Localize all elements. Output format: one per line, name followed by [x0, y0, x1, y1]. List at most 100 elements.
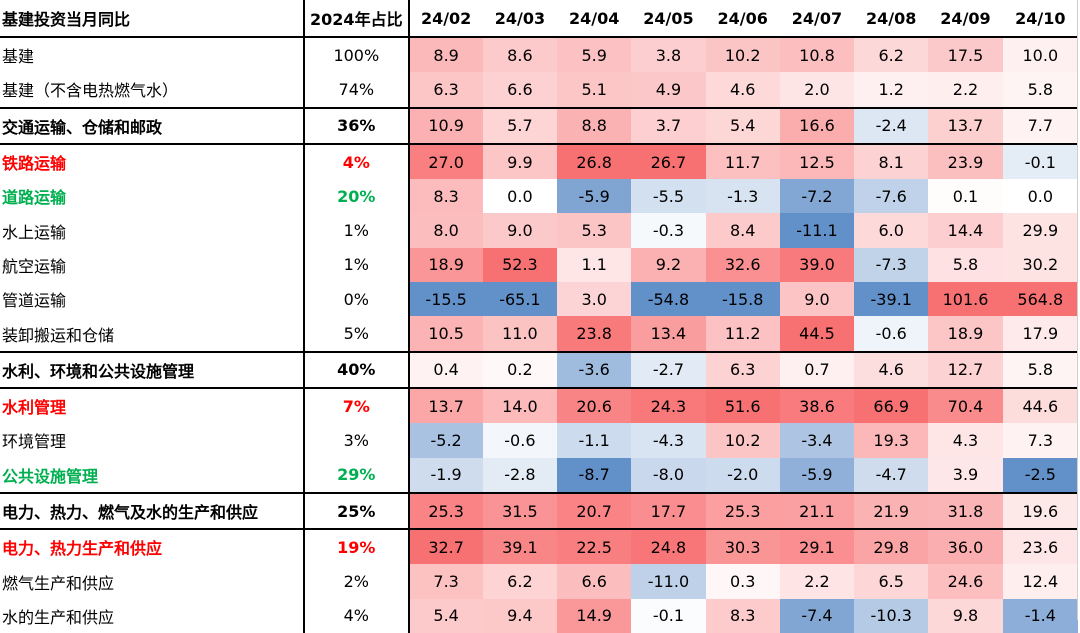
value-cell: 3.9: [928, 457, 1003, 494]
value-cell: -7.4: [779, 598, 855, 633]
share-cell: 4%: [304, 598, 410, 633]
table-row: 电力、热力生产和供应 19% 32.7 39.1 22.5 24.8 30.3 29.1 29.…: [0, 529, 1078, 565]
value-cell: -8.7: [557, 457, 632, 494]
value-cell: 19.3: [854, 423, 929, 458]
value-cell: 19.6: [1002, 492, 1078, 531]
value-cell: 8.6: [482, 37, 558, 73]
value-cell: 4.9: [631, 72, 706, 109]
value-cell: 9.9: [482, 143, 558, 180]
row-name-cell: 电力、热力、燃气及水的生产和供应: [0, 492, 306, 531]
value-cell: 4.6: [854, 351, 929, 389]
value-cell: 10.5: [408, 316, 483, 353]
value-cell: -3.6: [557, 351, 632, 389]
value-cell: 6.6: [557, 564, 632, 599]
value-cell: 10.2: [705, 37, 780, 73]
value-cell: -1.1: [557, 423, 632, 458]
value-cell: 10.0: [1002, 37, 1078, 73]
share-cell: 3%: [304, 423, 410, 458]
value-cell: -4.3: [631, 423, 706, 458]
value-cell: 12.5: [779, 143, 855, 180]
table-row: 电力、热力、燃气及水的生产和供应 25% 25.3 31.5 20.7 17.7 25.3 2…: [0, 492, 1078, 531]
share-cell: 1%: [304, 213, 410, 248]
value-cell: 38.6: [779, 387, 855, 424]
value-cell: 6.6: [482, 72, 558, 109]
value-cell: -2.5: [1002, 457, 1078, 494]
value-cell: -5.9: [557, 179, 632, 214]
value-cell: 2.0: [779, 72, 855, 109]
month-header: 24/09: [928, 0, 1003, 38]
value-cell: 9.0: [482, 213, 558, 248]
value-cell: 51.6: [705, 387, 780, 424]
value-cell: -15.5: [408, 282, 483, 317]
value-cell: -0.6: [482, 423, 558, 458]
value-cell: 0.0: [1002, 179, 1078, 214]
value-cell: 7.3: [408, 564, 483, 599]
value-cell: -1.9: [408, 457, 483, 494]
value-cell: -65.1: [482, 282, 558, 317]
value-cell: 25.3: [705, 492, 780, 531]
value-cell: 26.7: [631, 143, 706, 180]
row-name-cell: 基建（不含电热燃气水）: [0, 72, 306, 109]
value-cell: 23.8: [557, 316, 632, 353]
value-cell: -5.2: [408, 423, 483, 458]
table-row: 公共设施管理 29% -1.9 -2.8 -8.7 -8.0 -2.0 -5.9 -4.7 3.9…: [0, 457, 1078, 494]
value-cell: 44.5: [779, 316, 855, 353]
value-cell: -3.4: [779, 423, 855, 458]
value-cell: -11.1: [779, 213, 855, 248]
value-cell: 1.1: [557, 247, 632, 283]
value-cell: 66.9: [854, 387, 929, 424]
value-cell: 23.9: [928, 143, 1003, 180]
row-name-cell: 公共设施管理: [0, 457, 306, 494]
value-cell: 9.2: [631, 247, 706, 283]
table-row: 水利管理 7% 13.7 14.0 20.6 24.3 51.6 38.6 66.9 70.4 44…: [0, 387, 1078, 424]
value-cell: 2.2: [779, 564, 855, 599]
value-cell: -0.3: [631, 213, 706, 248]
value-cell: 9.8: [928, 598, 1003, 633]
month-header: 24/08: [854, 0, 929, 38]
value-cell: 30.3: [705, 529, 780, 565]
month-header: 24/10: [1002, 0, 1078, 38]
value-cell: 23.6: [1002, 529, 1078, 565]
value-cell: 101.6: [928, 282, 1003, 317]
value-cell: 24.6: [928, 564, 1003, 599]
value-cell: 6.2: [482, 564, 558, 599]
value-cell: 6.3: [408, 72, 483, 109]
table-title: 基建投资当月同比: [0, 0, 306, 38]
value-cell: 11.7: [705, 143, 780, 180]
value-cell: 16.6: [779, 107, 855, 145]
table-row: 交通运输、仓储和邮政 36% 10.9 5.7 8.8 3.7 5.4 16.6 -2.4 13.…: [0, 107, 1078, 145]
value-cell: 3.0: [557, 282, 632, 317]
row-name-cell: 交通运输、仓储和邮政: [0, 107, 306, 145]
share-cell: 0%: [304, 282, 410, 317]
value-cell: 0.2: [482, 351, 558, 389]
value-cell: -10.3: [854, 598, 929, 633]
value-cell: 18.9: [928, 316, 1003, 353]
value-cell: 32.6: [705, 247, 780, 283]
value-cell: 31.5: [482, 492, 558, 531]
value-cell: 20.6: [557, 387, 632, 424]
row-name-cell: 道路运输: [0, 179, 306, 214]
value-cell: 17.5: [928, 37, 1003, 73]
row-name-cell: 管道运输: [0, 282, 306, 317]
row-name-cell: 水上运输: [0, 213, 306, 248]
table-row: 水的生产和供应 4% 5.4 9.4 14.9 -0.1 8.3 -7.4 -10.3 9.8 -1…: [0, 598, 1078, 633]
value-cell: 24.3: [631, 387, 706, 424]
value-cell: 29.8: [854, 529, 929, 565]
value-cell: 29.9: [1002, 213, 1078, 248]
row-name-cell: 水的生产和供应: [0, 598, 306, 633]
value-cell: 3.8: [631, 37, 706, 73]
value-cell: 17.9: [1002, 316, 1078, 353]
value-cell: 20.7: [557, 492, 632, 531]
value-cell: 12.4: [1002, 564, 1078, 599]
value-cell: 6.2: [854, 37, 929, 73]
share-cell: 2%: [304, 564, 410, 599]
value-cell: 5.8: [928, 247, 1003, 283]
value-cell: -2.0: [705, 457, 780, 494]
value-cell: 0.1: [928, 179, 1003, 214]
value-cell: 7.3: [1002, 423, 1078, 458]
value-cell: 5.9: [557, 37, 632, 73]
value-cell: 36.0: [928, 529, 1003, 565]
value-cell: 1.2: [854, 72, 929, 109]
value-cell: 21.1: [779, 492, 855, 531]
